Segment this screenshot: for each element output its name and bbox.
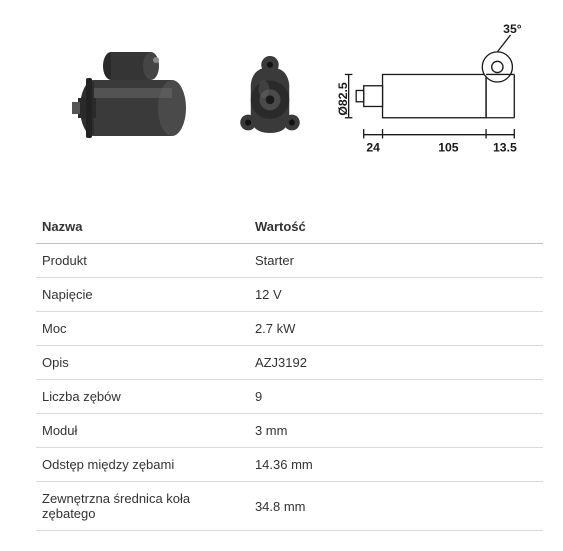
- table-row: Odstęp między zębami14.36 mm: [36, 448, 543, 482]
- table-row: Zewnętrzna średnica koła zębatego34.8 mm: [36, 482, 543, 531]
- spec-value: 9: [249, 380, 543, 414]
- starter-front-icon: [235, 43, 305, 153]
- spec-name: Opis: [36, 346, 249, 380]
- image-row: 35° Ø82.5 24 105 13.5: [36, 18, 543, 178]
- header-name: Nazwa: [36, 210, 249, 244]
- table-row: Liczba zębów9: [36, 380, 543, 414]
- table-row: ProduktStarter: [36, 244, 543, 278]
- table-row: OpisAZJ3192: [36, 346, 543, 380]
- dim-diameter: Ø82.5: [336, 82, 350, 115]
- table-header-row: Nazwa Wartość: [36, 210, 543, 244]
- spec-name: Napięcie: [36, 278, 249, 312]
- spec-name: Produkt: [36, 244, 249, 278]
- technical-drawing: 35° Ø82.5 24 105 13.5: [334, 18, 544, 178]
- dimension-diagram-icon: 35° Ø82.5 24 105 13.5: [334, 18, 544, 178]
- spec-value: 2.7 kW: [249, 312, 543, 346]
- table-row: Napięcie12 V: [36, 278, 543, 312]
- spec-name: Zewnętrzna średnica koła zębatego: [36, 482, 249, 531]
- dim-len2: 105: [438, 141, 459, 155]
- product-photo-side: [56, 23, 206, 173]
- dim-len1: 24: [366, 141, 380, 155]
- spec-name: Moc: [36, 312, 249, 346]
- spec-value: 14.36 mm: [249, 448, 543, 482]
- spec-value: 3 mm: [249, 414, 543, 448]
- spec-value: AZJ3192: [249, 346, 543, 380]
- spec-name: Liczba zębów: [36, 380, 249, 414]
- spec-value: Starter: [249, 244, 543, 278]
- table-row: Moduł3 mm: [36, 414, 543, 448]
- product-sheet: 35° Ø82.5 24 105 13.5 Nazwa Wartość Prod…: [0, 0, 563, 551]
- header-value: Wartość: [249, 210, 543, 244]
- dim-len3: 13.5: [493, 141, 517, 155]
- spec-value: 34.8 mm: [249, 482, 543, 531]
- table-row: Moc2.7 kW: [36, 312, 543, 346]
- spec-name: Moduł: [36, 414, 249, 448]
- spec-value: 12 V: [249, 278, 543, 312]
- starter-side-icon: [56, 38, 206, 158]
- spec-table: Nazwa Wartość ProduktStarterNapięcie12 V…: [36, 210, 543, 531]
- dim-angle: 35°: [503, 22, 522, 36]
- spec-table-body: ProduktStarterNapięcie12 VMoc2.7 kWOpisA…: [36, 244, 543, 531]
- product-photo-front: [230, 23, 310, 173]
- spec-name: Odstęp między zębami: [36, 448, 249, 482]
